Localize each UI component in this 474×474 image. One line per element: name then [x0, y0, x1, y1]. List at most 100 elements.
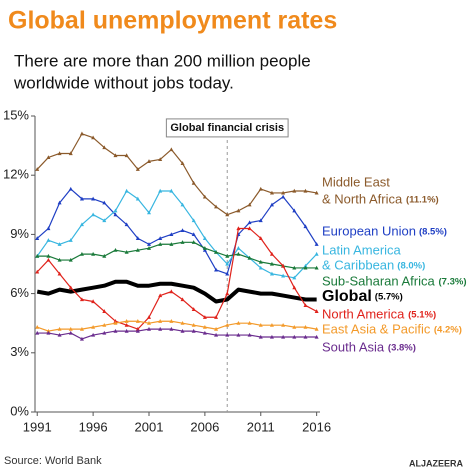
point [258, 265, 263, 270]
legend-label: European Union [322, 223, 416, 238]
point [102, 253, 107, 258]
point [46, 330, 51, 335]
point [46, 226, 51, 231]
series-line [36, 190, 318, 279]
point [269, 334, 274, 339]
point [314, 334, 319, 339]
point [191, 328, 196, 333]
point [180, 202, 185, 207]
point [158, 326, 163, 331]
logo: ALJAZEERA [409, 458, 464, 468]
point [214, 267, 219, 272]
point [269, 322, 274, 327]
x-tick-label: 2016 [302, 419, 331, 434]
point [214, 204, 219, 209]
point [269, 251, 274, 256]
x-tick-label: 2006 [190, 419, 219, 434]
point [314, 326, 319, 331]
point [169, 326, 174, 331]
legend-label: Middle East [322, 174, 390, 189]
point [303, 265, 308, 270]
point [46, 155, 51, 160]
point [147, 159, 151, 163]
point [236, 226, 241, 231]
point [135, 326, 140, 331]
point [214, 249, 219, 254]
point [57, 257, 62, 262]
point [191, 232, 196, 236]
point [225, 291, 230, 296]
point [35, 236, 40, 240]
point [191, 307, 196, 311]
point [269, 190, 274, 195]
point [124, 328, 129, 333]
legend-label: Global [322, 288, 372, 305]
point [191, 322, 196, 327]
point [102, 145, 107, 150]
point [214, 315, 219, 319]
point [180, 297, 185, 302]
series-line [37, 320, 317, 332]
point [113, 319, 118, 323]
point [314, 251, 319, 256]
point [124, 188, 129, 193]
point [202, 236, 207, 240]
point [247, 202, 252, 207]
point [113, 153, 118, 158]
point [247, 220, 252, 225]
point [147, 321, 151, 325]
point [180, 161, 185, 165]
point [68, 257, 73, 262]
point [68, 330, 73, 335]
point [91, 135, 96, 140]
series-line [36, 279, 317, 304]
point [314, 190, 319, 195]
point [35, 253, 40, 258]
point [135, 196, 140, 201]
point [124, 319, 129, 323]
point [303, 324, 308, 329]
point [180, 228, 185, 233]
point [158, 236, 163, 240]
point [79, 222, 84, 227]
point [169, 319, 174, 323]
point [191, 218, 196, 223]
legend-label: & Caribbean [322, 257, 394, 272]
point [202, 330, 207, 335]
point [102, 218, 107, 223]
point [169, 289, 174, 294]
point [225, 332, 230, 337]
point [113, 212, 118, 217]
point [158, 293, 163, 298]
point [225, 271, 230, 276]
legend-label: Latin America [322, 242, 402, 257]
x-tick-label: 1991 [23, 419, 52, 434]
point [202, 324, 207, 329]
series-line [36, 227, 317, 330]
x-tick-label: 1996 [79, 419, 108, 434]
point [91, 196, 96, 201]
point [202, 246, 207, 250]
point [135, 247, 140, 252]
point [35, 330, 40, 335]
point [68, 151, 73, 156]
point [57, 332, 62, 337]
point [147, 246, 151, 250]
legend-value: (4.2%) [434, 325, 462, 336]
point [225, 212, 230, 217]
point [314, 242, 319, 246]
point [247, 321, 252, 325]
chart-subtitle: worldwide without jobs today. [13, 73, 234, 92]
point [135, 167, 140, 171]
point [169, 147, 174, 152]
x-tick-label: 2011 [247, 419, 275, 434]
point [225, 261, 230, 266]
point [292, 208, 297, 213]
point [236, 208, 241, 213]
point [35, 167, 40, 171]
point [124, 322, 129, 327]
point [191, 180, 196, 185]
series-line [36, 133, 317, 216]
point [258, 259, 263, 264]
